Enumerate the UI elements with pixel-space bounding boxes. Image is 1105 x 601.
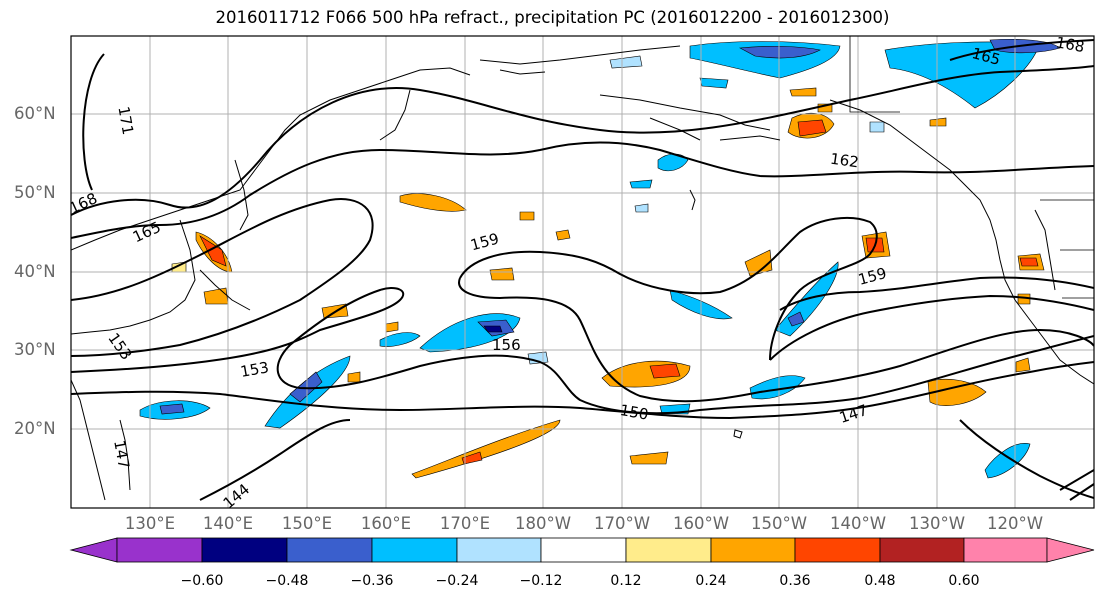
colorbar [69,537,1095,563]
contour-label: 150 [619,401,650,424]
lat-label: 30°N [14,340,56,359]
lat-label: 40°N [14,262,56,281]
map-title: 2016011712 F066 500 hPa refract., precip… [215,8,890,27]
contour-label: 156 [492,336,521,354]
contour-label: 171 [114,105,137,136]
colorbar-tick: 0.48 [864,573,896,589]
boundaries [849,36,1094,299]
contour-label: 168 [1055,33,1086,56]
lon-label: 160°W [672,514,730,533]
contours [71,39,1094,501]
contour-label: 162 [829,150,860,172]
graticule [71,36,1094,508]
colorbar-tick: 0.60 [948,573,980,589]
lon-label: 140°W [829,514,887,533]
lat-label: 50°N [14,183,56,202]
colorbar-tick: −0.48 [265,573,309,589]
colorbar-tick: −0.12 [519,573,563,589]
lat-label: 20°N [14,419,56,438]
contour-label: 153 [239,358,270,381]
lon-label: 180°W [514,514,572,533]
map-frame [70,35,1095,509]
coastlines [71,45,1094,501]
colorbar-tick: −0.60 [180,573,224,589]
colorbar-tick: −0.36 [350,573,394,589]
lon-label: 170°W [593,514,651,533]
colorbar-tick: 0.36 [779,573,811,589]
colorbar-tick: 0.24 [695,573,727,589]
lon-label: 140°E [202,514,254,533]
lon-label: 130°E [124,514,176,533]
map-plot-area: 171 168 165 159 162 159 156 153 153 150 … [71,33,1094,508]
lon-label: 170°E [439,514,491,533]
lon-label: 150°W [750,514,808,533]
contour-label: 147 [110,439,133,470]
lon-label: 160°E [360,514,412,533]
lat-label: 60°N [14,104,56,123]
colorbar-tick: −0.24 [435,573,479,589]
lon-label: 130°W [908,514,966,533]
colorbar-tick: 0.12 [610,573,642,589]
lon-label: 120°W [986,514,1044,533]
lon-label: 150°E [281,514,333,533]
